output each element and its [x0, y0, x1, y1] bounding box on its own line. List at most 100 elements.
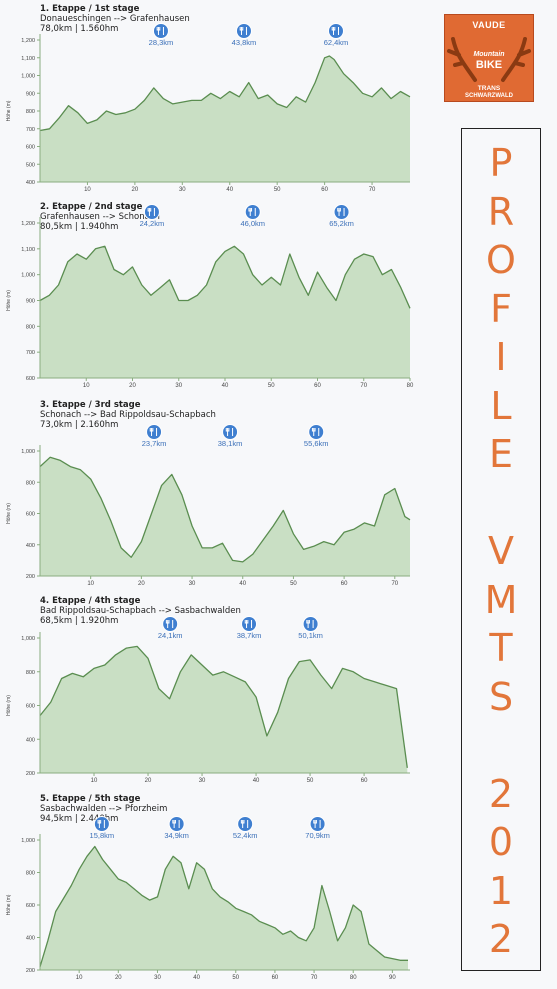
food-stop-icon: [146, 424, 163, 440]
x-tick-label: 20: [132, 187, 139, 193]
stage-5-profile: 5. Etappe / 5th stage Sasbachwalden --> P…: [0, 790, 430, 985]
y-tick-label: 400: [26, 737, 35, 743]
stage-2-profile: 2. Etappe / 2nd stage Grafenhausen --> Sc…: [0, 198, 430, 389]
x-tick-label: 50: [290, 581, 297, 587]
x-tick-label: 70: [369, 187, 376, 193]
y-axis-label: Höhe (m): [6, 503, 12, 524]
side-letter: V: [488, 529, 514, 573]
food-stop-label: 52,4km: [233, 831, 258, 840]
food-stop-icon: [309, 816, 326, 832]
food-stop-icon: [302, 616, 319, 632]
logo-line4: SCHWARZWALD: [465, 93, 513, 99]
y-tick-label: 600: [26, 376, 35, 382]
logo-line1: Mountain: [473, 51, 505, 58]
food-stop-label: 24,1km: [158, 631, 183, 640]
x-tick-label: 10: [83, 383, 90, 389]
food-stop-icon: [237, 816, 254, 832]
vaude-trans-schwarzwald-logo: VAUDE Mountain BIKE TRANS SCHWARZWALD: [444, 14, 534, 102]
food-stop-label: 23,7km: [142, 439, 167, 448]
y-tick-label: 900: [26, 299, 35, 305]
y-tick-label: 400: [26, 936, 35, 942]
y-tick-label: 1,100: [21, 247, 35, 253]
side-letter: E: [488, 432, 513, 476]
food-stop-label: 62,4km: [324, 38, 349, 47]
x-tick-label: 50: [268, 383, 275, 389]
elevation-line: [39, 845, 408, 967]
food-stop-label: 24,2km: [140, 219, 165, 228]
x-tick-label: 40: [226, 187, 233, 193]
fork-knife-icon: [147, 208, 155, 216]
stage-header: 3. Etappe / 3rd stage Schonach --> Bad Ri…: [40, 400, 216, 430]
side-letter: 1: [488, 868, 514, 913]
stage-stats: 94,5km | 2.440hm: [40, 814, 119, 824]
x-tick-label: 10: [84, 187, 91, 193]
x-tick-label: 60: [321, 187, 328, 193]
y-tick-label: 600: [26, 145, 35, 151]
x-tick-label: 60: [272, 975, 279, 981]
elevation-area: [40, 56, 410, 182]
food-stop-label: 15,8km: [90, 831, 115, 840]
x-tick-label: 80: [350, 975, 357, 981]
food-stop-icon: [93, 816, 110, 832]
x-tick-label: 20: [138, 581, 145, 587]
fork-knife-icon: [165, 620, 174, 628]
stage-stats: 78,0km | 1.560hm: [40, 24, 119, 34]
stage-4-profile: 4. Etappe / 4th stage Bad Rippoldsau-Scha…: [0, 592, 430, 784]
elevation-area: [40, 646, 408, 773]
x-tick-label: 60: [361, 778, 368, 784]
elevation-line: [39, 645, 408, 768]
elevation-line: [39, 55, 411, 132]
y-tick-label: 1,200: [21, 38, 35, 44]
x-tick-label: 70: [360, 383, 367, 389]
food-stop-marker: 70,9km: [305, 816, 330, 840]
y-tick-label: 600: [26, 903, 35, 909]
side-letter: 2: [488, 917, 514, 961]
side-letter: 0: [488, 820, 514, 864]
y-axis-label: Höhe (m): [6, 290, 12, 311]
y-tick-label: 1,000: [21, 449, 35, 455]
y-tick-label: 1,200: [21, 221, 35, 227]
side-letter: P: [489, 141, 513, 185]
food-stop-icon: [222, 424, 239, 440]
food-stop-marker: 28,3km: [149, 23, 174, 47]
stage-header: 2. Etappe / 2nd stage Grafenhausen --> Sc…: [40, 202, 160, 232]
fork-knife-icon: [248, 208, 256, 216]
stage-title: 1. Etappe / 1st stage: [40, 4, 140, 14]
food-stop-marker: 34,9km: [164, 816, 189, 840]
elevation-line: [39, 245, 411, 309]
food-stop-label: 43,8km: [232, 38, 257, 47]
stage-stats: 68,5km | 1.920hm: [40, 616, 119, 626]
y-tick-label: 900: [26, 91, 35, 97]
logo-brand: VAUDE: [472, 20, 506, 30]
food-stop-icon: [168, 816, 185, 832]
food-stop-label: 46,0km: [240, 219, 265, 228]
y-tick-label: 500: [26, 162, 35, 168]
side-letter: L: [490, 383, 512, 428]
side-letter: M: [484, 577, 518, 622]
antler-icon: [447, 37, 531, 82]
x-tick-label: 50: [274, 187, 281, 193]
food-stop-label: 28,3km: [149, 38, 174, 47]
fork-knife-icon: [244, 620, 253, 628]
y-tick-label: 800: [26, 480, 35, 486]
stage-route: Bad Rippoldsau-Schapbach --> Sasbachwald…: [40, 606, 241, 616]
food-stop-marker: 15,8km: [90, 816, 115, 840]
food-stop-icon: [244, 204, 261, 220]
x-tick-label: 50: [232, 975, 239, 981]
y-tick-label: 1,000: [21, 74, 35, 80]
x-tick-label: 70: [311, 975, 318, 981]
fork-knife-icon: [311, 428, 320, 436]
stage-route: Grafenhausen --> Schonach: [40, 212, 160, 222]
y-tick-label: 1,000: [21, 273, 35, 279]
x-tick-label: 70: [391, 581, 398, 587]
elevation-chart: 600 700 800 900 1,000 1,100 1,200 10 20 30 40 50 60 7…: [6, 204, 414, 389]
x-tick-label: 40: [239, 581, 246, 587]
y-axis-label: Höhe (m): [6, 100, 12, 121]
food-stop-marker: 23,7km: [142, 424, 167, 448]
food-stop-marker: 46,0km: [240, 204, 265, 228]
food-stop-marker: 62,4km: [324, 23, 349, 47]
food-stop-label: 34,9km: [164, 831, 189, 840]
x-tick-label: 80: [407, 383, 414, 389]
y-tick-label: 700: [26, 127, 35, 133]
x-tick-label: 60: [341, 581, 348, 587]
